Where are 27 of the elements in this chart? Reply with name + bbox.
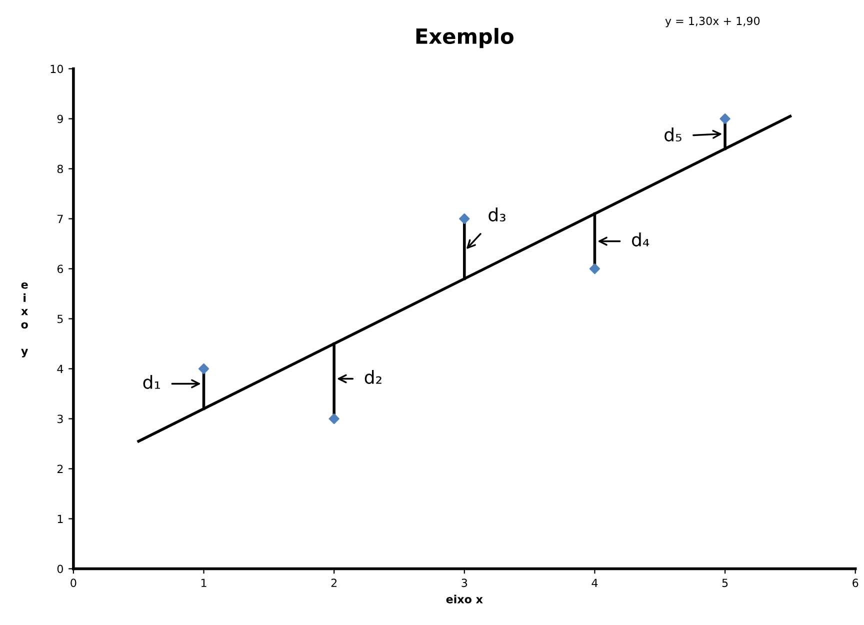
y-tick-label: 9: [57, 114, 63, 124]
annotation: d₂: [364, 370, 382, 384]
x-tick-label: 0: [70, 578, 76, 588]
x-tick-label: 2: [331, 578, 336, 587]
y-tick-label: 10: [50, 64, 63, 74]
annotation: d₅: [664, 128, 682, 142]
x-tick-label: 3: [462, 578, 468, 588]
y-tick-label: 7: [58, 214, 63, 223]
y-tick-label: 3: [57, 414, 63, 424]
x-tick-label: 6: [852, 578, 858, 588]
x-tick-label: 1: [201, 578, 206, 587]
y-tick-label: 8: [57, 164, 63, 174]
x-axis-title: eixo x: [446, 594, 483, 604]
annotation: d₁: [143, 375, 160, 389]
x-tick-label: 4: [592, 578, 598, 587]
y-tick-label: 0: [57, 564, 63, 574]
y-tick-label: 2: [57, 464, 63, 473]
y-tick-label: 1: [58, 514, 63, 523]
annotation: d₃: [488, 208, 506, 222]
y-tick-label: 5: [58, 314, 63, 324]
text: eixo y: [21, 282, 28, 358]
x-tick-label: 5: [722, 578, 728, 588]
y-tick-label: 6: [57, 264, 64, 274]
text: y = 1,30x + 1,90: [665, 16, 760, 28]
annotation: d₄: [632, 232, 650, 246]
chart-title: Exemplo: [416, 28, 514, 48]
y-tick-label: 4: [57, 364, 64, 373]
